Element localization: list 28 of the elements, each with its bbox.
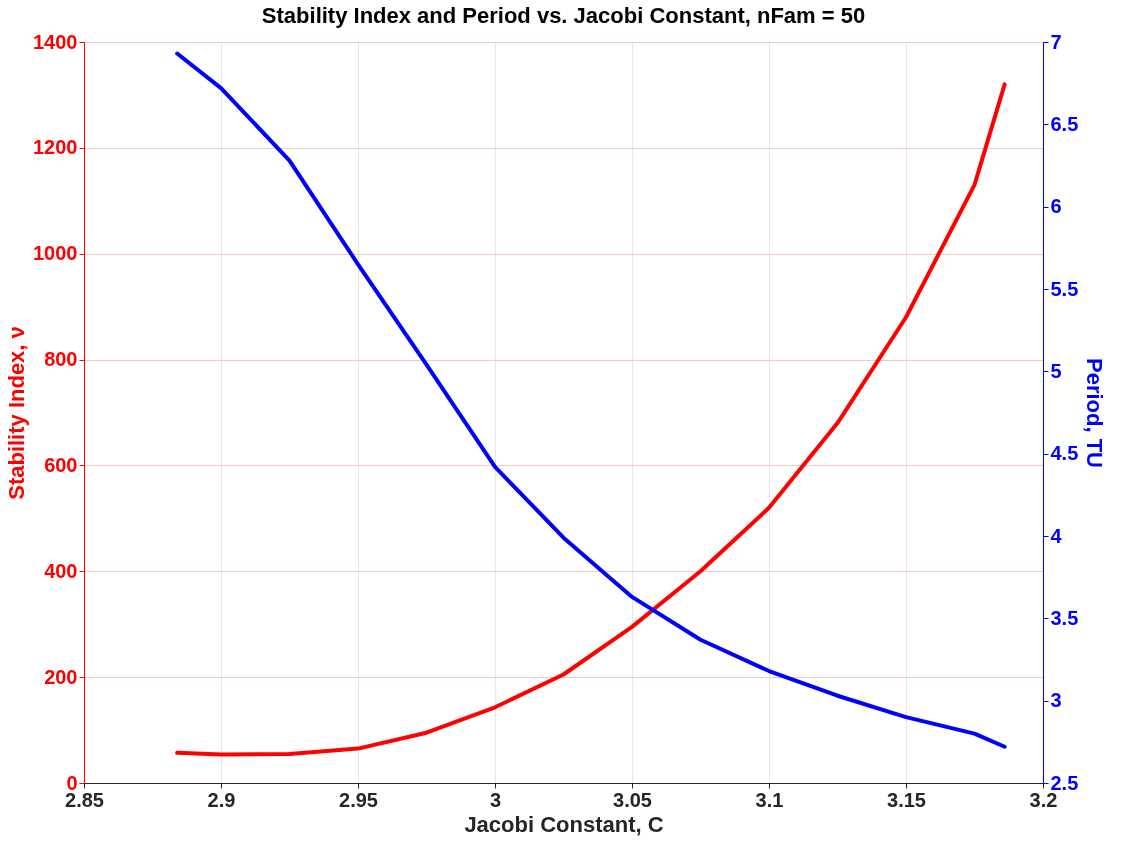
y-axis-title: Stability Index, ν	[4, 326, 30, 500]
y-tick-label: 600	[44, 453, 78, 476]
y-tick-label: 0	[66, 771, 78, 794]
y2-tick-label: 6.5	[1050, 112, 1079, 135]
y-tick-label: 1000	[33, 242, 78, 265]
y2-tick-label: 3.5	[1050, 606, 1079, 629]
x-tick-label: 3.05	[613, 788, 652, 811]
y2-tick-label: 6	[1050, 195, 1062, 218]
x-tick-label: 2.9	[207, 788, 236, 811]
y2-tick-label: 4	[1050, 524, 1063, 547]
y-tick-label: 200	[44, 665, 78, 688]
y2-tick-label: 4.5	[1050, 442, 1079, 465]
y2-axis-title: Period, TU	[1082, 357, 1108, 469]
y-tick-label: 1400	[33, 30, 78, 53]
x-tick-label: 2.95	[339, 788, 378, 811]
x-axis-title: Jacobi Constant, C	[464, 811, 664, 837]
chart-title: Stability Index and Period vs. Jacobi Constant, nFam = 50	[261, 3, 866, 28]
y-tick-label: 400	[44, 559, 78, 582]
x-tick-label: 3.15	[887, 788, 926, 811]
x-tick-label: 3	[489, 788, 502, 811]
x-tick-label: 3.1	[755, 788, 784, 811]
y2-tick-label: 2.5	[1050, 771, 1079, 794]
y2-tick-label: 5	[1050, 359, 1062, 382]
y-tick-label: 1200	[33, 136, 78, 159]
y-tick-label: 800	[44, 348, 78, 371]
y2-tick-label: 5.5	[1050, 277, 1079, 300]
y2-tick-label: 3	[1050, 689, 1062, 712]
y2-tick-label: 7	[1050, 30, 1062, 53]
